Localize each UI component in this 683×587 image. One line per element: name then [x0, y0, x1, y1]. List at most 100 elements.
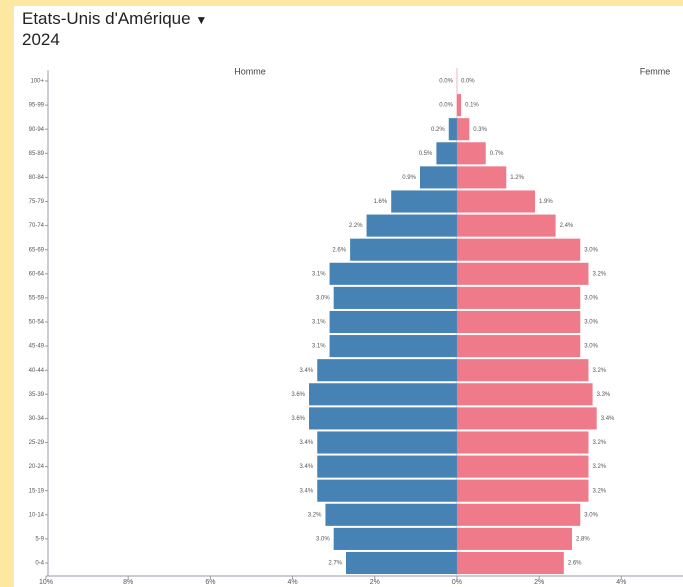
- value-label: 1.2%: [510, 175, 524, 181]
- value-label: 3.1%: [312, 344, 326, 350]
- value-label: 3.0%: [584, 295, 598, 301]
- value-label: 0.3%: [473, 127, 487, 133]
- value-label: 3.3%: [597, 392, 611, 398]
- age-label: 50-54: [29, 320, 45, 326]
- value-label: 2.7%: [328, 561, 342, 567]
- value-label: 3.1%: [312, 271, 326, 277]
- value-label: 2.4%: [560, 223, 574, 229]
- legend-label: Femme: [640, 66, 671, 76]
- x-tick-label: 0%: [452, 579, 462, 586]
- bar: [456, 527, 573, 550]
- value-label: 0.0%: [439, 79, 453, 85]
- value-label: 3.4%: [300, 488, 314, 494]
- age-label: 90-94: [29, 127, 45, 133]
- country-title[interactable]: Etats-Unis d'Amérique ▼: [22, 9, 207, 29]
- age-label: 75-79: [29, 199, 45, 205]
- bar: [317, 455, 457, 478]
- bar: [456, 310, 581, 334]
- bar: [333, 286, 457, 309]
- bar: [456, 166, 507, 189]
- value-label: 3.2%: [592, 440, 606, 446]
- value-label: 3.4%: [601, 416, 615, 422]
- age-label: 70-74: [29, 223, 45, 229]
- bar: [456, 383, 593, 406]
- age-label: 60-64: [29, 271, 45, 277]
- bar: [456, 359, 589, 382]
- bar: [456, 262, 589, 285]
- bar: [309, 383, 457, 406]
- bar: [346, 551, 457, 575]
- country-name: Etats-Unis d'Amérique: [22, 9, 191, 28]
- value-label: 0.2%: [431, 127, 445, 133]
- value-label: 0.0%: [439, 103, 453, 109]
- value-label: 3.2%: [592, 464, 606, 470]
- x-tick-label: 8%: [123, 579, 133, 586]
- x-tick-label: 4%: [288, 579, 298, 586]
- x-tick-label: 6%: [205, 579, 215, 586]
- age-label: 35-39: [29, 392, 45, 398]
- bar: [456, 479, 589, 502]
- value-label: 1.9%: [539, 199, 553, 205]
- x-tick-label: 2%: [370, 579, 380, 586]
- age-label: 15-19: [29, 488, 45, 494]
- bar: [448, 118, 457, 141]
- value-label: 0.9%: [402, 175, 416, 181]
- bar: [456, 142, 486, 165]
- x-tick-label: 4%: [616, 579, 626, 586]
- value-label: 3.4%: [300, 464, 314, 470]
- bar: [436, 142, 457, 165]
- bar: [329, 335, 457, 358]
- bar: [456, 335, 581, 358]
- bar: [456, 214, 556, 237]
- value-label: 2.6%: [568, 561, 582, 567]
- bar: [325, 503, 457, 526]
- bar: [456, 286, 581, 309]
- age-label: 25-29: [29, 440, 45, 446]
- value-label: 3.6%: [291, 416, 305, 422]
- value-label: 3.0%: [584, 512, 598, 518]
- bar: [329, 262, 457, 285]
- bar: [456, 455, 589, 478]
- value-label: 3.4%: [300, 368, 314, 374]
- dropdown-caret: ▼: [195, 13, 208, 27]
- age-label: 5-9: [35, 536, 44, 542]
- value-label: 3.2%: [592, 368, 606, 374]
- bar: [391, 190, 457, 213]
- value-label: 3.0%: [584, 344, 598, 350]
- bar: [329, 310, 457, 334]
- value-label: 0.7%: [490, 151, 504, 157]
- value-label: 3.2%: [308, 512, 322, 518]
- bar: [456, 190, 536, 213]
- bar: [317, 479, 457, 502]
- value-label: 3.0%: [584, 247, 598, 253]
- value-label: 2.6%: [332, 247, 346, 253]
- bar: [456, 551, 564, 575]
- age-label: 55-59: [29, 295, 45, 301]
- value-label: 2.2%: [349, 223, 363, 229]
- age-label: 30-34: [29, 416, 45, 422]
- value-label: 3.0%: [316, 295, 330, 301]
- bar: [456, 118, 470, 141]
- age-label: 85-89: [29, 151, 45, 157]
- year: 2024: [22, 30, 60, 49]
- value-label: 3.2%: [592, 271, 606, 277]
- value-label: 3.6%: [291, 392, 305, 398]
- age-label: 0-4: [35, 561, 44, 567]
- age-label: 45-49: [29, 344, 45, 350]
- age-label: 10-14: [29, 512, 45, 518]
- age-label: 40-44: [29, 368, 45, 374]
- bar: [350, 238, 457, 261]
- value-label: 0.0%: [461, 79, 475, 85]
- value-label: 1.6%: [374, 199, 388, 205]
- value-label: 3.0%: [584, 320, 598, 326]
- value-label: 0.1%: [465, 103, 479, 109]
- bar: [333, 527, 457, 550]
- bar: [456, 431, 589, 454]
- value-label: 0.5%: [419, 151, 433, 157]
- age-label: 20-24: [29, 464, 45, 470]
- bar: [317, 431, 457, 454]
- bar: [456, 407, 597, 430]
- age-label: 65-69: [29, 247, 45, 253]
- x-tick-label: 10%: [39, 579, 53, 586]
